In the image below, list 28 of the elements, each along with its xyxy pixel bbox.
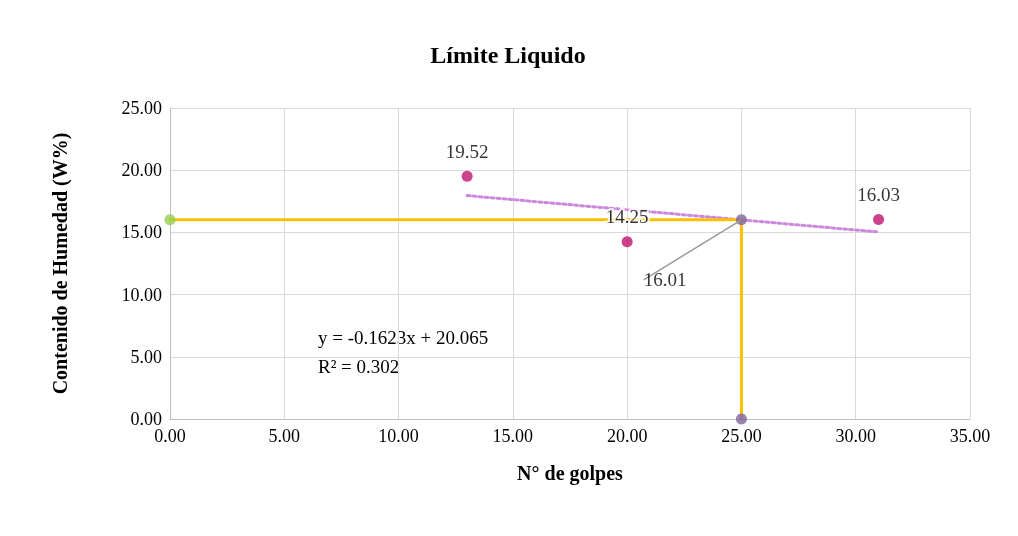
chart-title: Límite Liquido bbox=[430, 42, 586, 68]
y-tick-label: 15.00 bbox=[121, 222, 162, 243]
y-tick-label: 5.00 bbox=[130, 346, 162, 367]
x-tick-label: 15.00 bbox=[492, 426, 534, 446]
point bbox=[873, 214, 885, 226]
data-label: 16.03 bbox=[857, 184, 900, 206]
y-axis-title: Contenido de Humedad (W%) bbox=[49, 132, 72, 395]
y-tick-label: 25.00 bbox=[121, 98, 162, 118]
x-tick-label: 35.00 bbox=[949, 426, 991, 446]
x-tick-label: 5.00 bbox=[268, 426, 301, 446]
x-axis-title: N° de golpes bbox=[517, 462, 624, 485]
annotation: 16.01 bbox=[643, 269, 687, 291]
x-tick-label: 20.00 bbox=[606, 426, 648, 446]
data-label: 19.52 bbox=[445, 140, 489, 162]
y-tick-label: 10.00 bbox=[121, 284, 162, 305]
x-tick-label: 25.00 bbox=[721, 426, 762, 446]
y-tick-label: 0.00 bbox=[130, 409, 162, 429]
point bbox=[461, 170, 473, 182]
annotation: R² = 0.302 bbox=[318, 356, 400, 377]
point bbox=[735, 413, 747, 425]
point bbox=[164, 214, 176, 226]
point bbox=[621, 236, 633, 248]
point bbox=[735, 214, 747, 226]
annotation: y = -0.1623x + 20.065 bbox=[318, 327, 489, 348]
x-tick-label: 30.00 bbox=[835, 426, 876, 446]
y-tick-label: 20.00 bbox=[121, 160, 162, 181]
x-tick-label: 0.00 bbox=[154, 426, 186, 446]
x-tick-label: 10.00 bbox=[378, 426, 419, 446]
